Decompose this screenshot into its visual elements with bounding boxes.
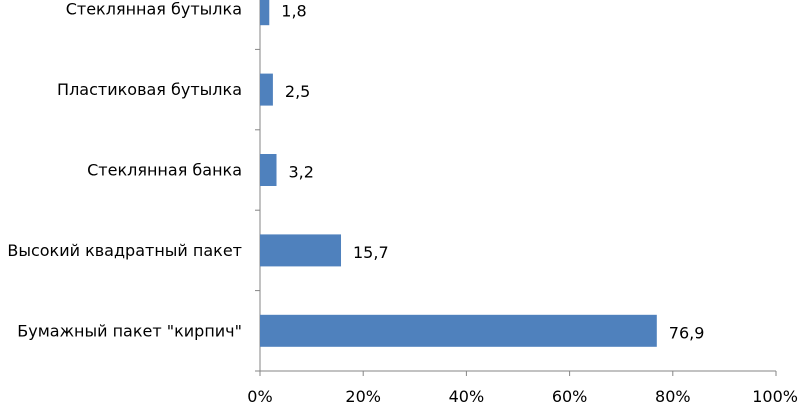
x-tick-label: 40% bbox=[449, 387, 485, 406]
category-label: Бумажный пакет "кирпич" bbox=[17, 321, 242, 340]
bar bbox=[260, 73, 273, 106]
x-tick-label: 100% bbox=[752, 387, 798, 406]
data-label: 76,9 bbox=[669, 323, 705, 342]
bar bbox=[260, 234, 342, 267]
bar bbox=[260, 314, 657, 347]
x-tick-label: 60% bbox=[552, 387, 588, 406]
data-label: 15,7 bbox=[353, 243, 389, 262]
data-label: 2,5 bbox=[285, 82, 310, 101]
data-label: 1,8 bbox=[281, 2, 306, 21]
category-label: Стеклянная бутылка bbox=[66, 0, 242, 19]
x-tick-label: 80% bbox=[655, 387, 691, 406]
data-label: 3,2 bbox=[289, 163, 314, 182]
bar bbox=[260, 0, 270, 26]
category-label: Стеклянная банка bbox=[87, 161, 242, 180]
x-tick-label: 0% bbox=[247, 387, 272, 406]
category-label: Высокий квадратный пакет bbox=[7, 241, 242, 260]
bar bbox=[260, 154, 277, 186]
x-tick-label: 20% bbox=[345, 387, 381, 406]
chart-bars bbox=[260, 0, 657, 347]
chart-labels: Стеклянная бутылка 1,8 Пластиковая бутылка… bbox=[7, 0, 704, 342]
category-label: Пластиковая бутылка bbox=[57, 80, 242, 99]
chart-axes: 0% 20% 40% 60% 80% 100% bbox=[247, 0, 798, 406]
